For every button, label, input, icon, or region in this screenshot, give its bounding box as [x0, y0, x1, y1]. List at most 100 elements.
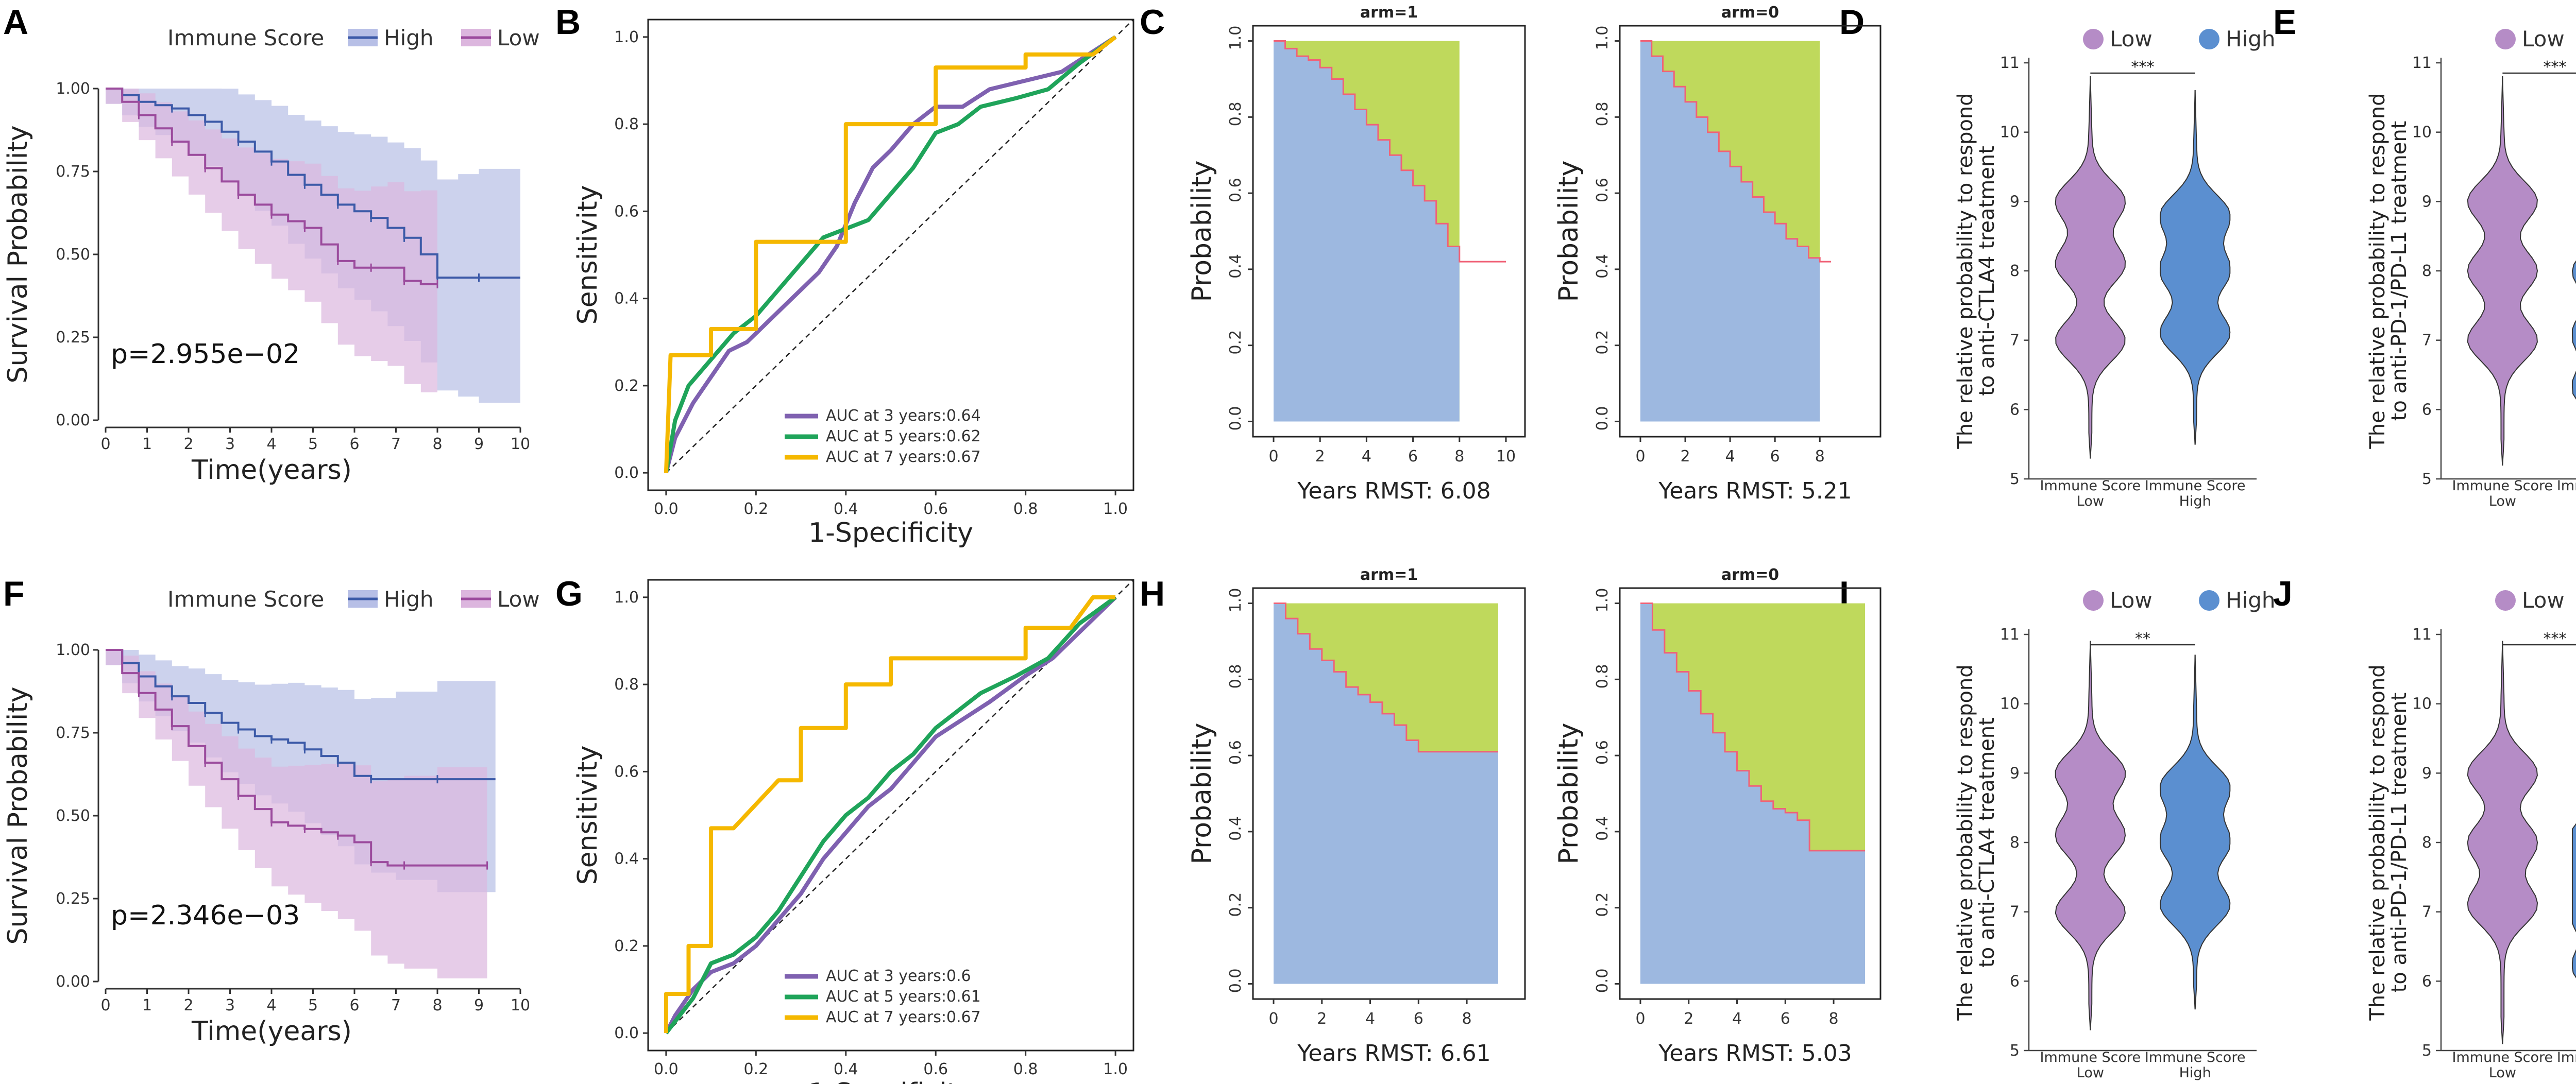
x-tick-label: 0.6: [923, 1060, 948, 1078]
y-tick-label: 0.75: [56, 724, 90, 742]
legend-title: Immune Score: [167, 587, 324, 612]
x-tick-label: 2: [1684, 1010, 1693, 1028]
y-tick-label: 5: [2422, 470, 2432, 488]
x-tick-label: 4: [266, 996, 276, 1014]
x-tick-label: 8: [1462, 1010, 1472, 1028]
y-tick-label: 0.6: [614, 202, 639, 220]
x-tick-label: 0: [1268, 1010, 1278, 1028]
x-tick-label: 4: [266, 435, 276, 453]
y-tick-label: 0.2: [1594, 330, 1612, 355]
confidence-band-low: [106, 89, 437, 398]
x-tick-label: 3: [225, 435, 235, 453]
x-tick-label: 0.0: [654, 1060, 679, 1078]
x-tick-label: 2: [183, 996, 193, 1014]
km-plot-f: Immune Score High Low 0.00 0.25 0.50 0.75 1.00 0…: [3, 587, 540, 1047]
y-tick-label: 10: [2412, 124, 2432, 142]
y-tick-label: 0.2: [614, 377, 639, 395]
y-axis-title-line: The relative probability to respond: [1954, 93, 1977, 449]
plot-frame: [1619, 587, 1882, 1000]
plot-frame: [647, 579, 1134, 1052]
rmst-plot-c-arm0: arm=0 0.0 0.2 0.4 0.6 0.8 1.0 0 2 4 6 8 Probability Y…: [1553, 4, 1882, 504]
legend-entry: AUC at 5 years:0.62: [826, 427, 981, 445]
survival-curve-low: [106, 88, 437, 285]
y-axis-title: Sensitivity: [572, 185, 603, 325]
x-tick-label: 6: [1781, 1010, 1790, 1028]
y-tick-label: 9: [2422, 193, 2432, 211]
legend-key-low: [2083, 29, 2104, 49]
arm-title: arm=0: [1721, 566, 1779, 584]
x-tick-label: 0: [1635, 448, 1645, 466]
y-tick-label: 1.00: [56, 641, 90, 659]
x-tick-label: Low: [2077, 493, 2104, 509]
x-tick-label: 10: [511, 435, 530, 453]
y-axis-title-line: to anti-CTLA4 treatment: [1975, 146, 1999, 396]
x-tick-label: Immune Score: [2145, 478, 2246, 494]
y-tick-label: 0.4: [614, 290, 639, 308]
y-tick-label: 6: [2010, 401, 2020, 419]
x-tick-label: High: [2179, 1065, 2211, 1081]
y-tick-label: 0.0: [1594, 969, 1612, 993]
legend-entry: High: [2226, 588, 2276, 613]
y-tick-label: 7: [2422, 903, 2432, 921]
x-tick-label: 7: [391, 435, 401, 453]
legend-entry: Low: [497, 25, 540, 50]
rmst-plot-c-arm1: arm=1 0.0 0.2 0.4 0.6 0.8 1.0 0 2 4 6 8 10 Probabilit…: [1187, 4, 1526, 504]
x-tick-label: 8: [1454, 448, 1464, 466]
x-tick-label: 5: [308, 996, 318, 1014]
x-tick-label: 4: [1362, 448, 1371, 466]
legend-entry: AUC at 7 years:0.67: [826, 448, 981, 466]
y-tick-label: 1.00: [56, 80, 90, 98]
y-tick-label: 6: [2422, 972, 2432, 990]
x-tick-label: 7: [391, 996, 401, 1014]
y-tick-label: 11: [2000, 626, 2020, 644]
y-axis-title-line: to anti-PD-1/PD-L1 treatment: [2387, 693, 2411, 993]
y-tick-label: 7: [2010, 903, 2020, 921]
x-tick-label: 0: [100, 996, 110, 1014]
y-tick-label: 0.50: [56, 246, 90, 264]
legend-key-low: [2083, 590, 2104, 611]
significance-label: ***: [2131, 58, 2155, 76]
y-axis-title: Sensitivity: [572, 746, 603, 885]
x-tick-label: 0.4: [834, 1060, 858, 1078]
x-tick-label: 6: [1408, 448, 1418, 466]
x-tick-label: Low: [2077, 1065, 2104, 1081]
y-axis-title: Probability: [1553, 723, 1584, 865]
y-tick-label: 1.0: [1594, 26, 1612, 50]
x-tick-label: 0: [1268, 448, 1278, 466]
survival-curve-high: [106, 649, 496, 781]
roc-plot-g: 0.0 0.2 0.4 0.6 0.8 1.0 0.0 0.2 0.4 0.6 0.8 1.0 1-Sp…: [572, 579, 1134, 1084]
y-tick-label: 0.00: [56, 973, 90, 991]
y-tick-label: 0.8: [614, 676, 639, 694]
km-plot-a: Immune Score High Low 0.00 0.25 0.50 0.75 1.00 0…: [3, 25, 540, 486]
arm-title: arm=1: [1360, 4, 1418, 22]
x-tick-label: 2: [183, 435, 193, 453]
arm-title: arm=0: [1721, 4, 1779, 22]
x-tick-label: Immune Score: [2145, 1049, 2246, 1065]
significance-label: **: [2135, 630, 2150, 648]
p-value-label: p=2.955e−02: [111, 339, 300, 370]
y-axis-title-line: The relative probability to respond: [1954, 664, 1977, 1021]
violin-high: [2571, 260, 2576, 400]
x-axis-title: 1-Specificity: [808, 1078, 973, 1084]
x-tick-label: 9: [474, 996, 484, 1014]
x-tick-label: 6: [1770, 448, 1780, 466]
y-tick-label: 7: [2010, 332, 2020, 350]
x-tick-label: 1.0: [1103, 1060, 1128, 1078]
y-tick-label: 0.0: [1227, 406, 1245, 431]
roc-plot-b: 0.0 0.2 0.4 0.6 0.8 1.0 0.0 0.2 0.4 0.6 0.8 1.0 1-Sp…: [572, 19, 1134, 548]
violin-low: [2467, 641, 2538, 1044]
significance-label: ***: [2544, 630, 2567, 648]
x-tick-label: 3: [225, 996, 235, 1014]
y-tick-label: 5: [2010, 470, 2020, 488]
y-axis-title-line: to anti-CTLA4 treatment: [1975, 717, 1999, 968]
y-tick-label: 11: [2412, 54, 2432, 72]
y-tick-label: 0.00: [56, 411, 90, 429]
x-tick-label: Low: [2489, 1065, 2516, 1081]
y-axis-title-line: The relative probability to respond: [2366, 93, 2389, 449]
x-tick-label: Immune Score: [2040, 478, 2141, 494]
legend-key-high: [2199, 590, 2219, 611]
panel-letter-g: G: [555, 574, 583, 613]
